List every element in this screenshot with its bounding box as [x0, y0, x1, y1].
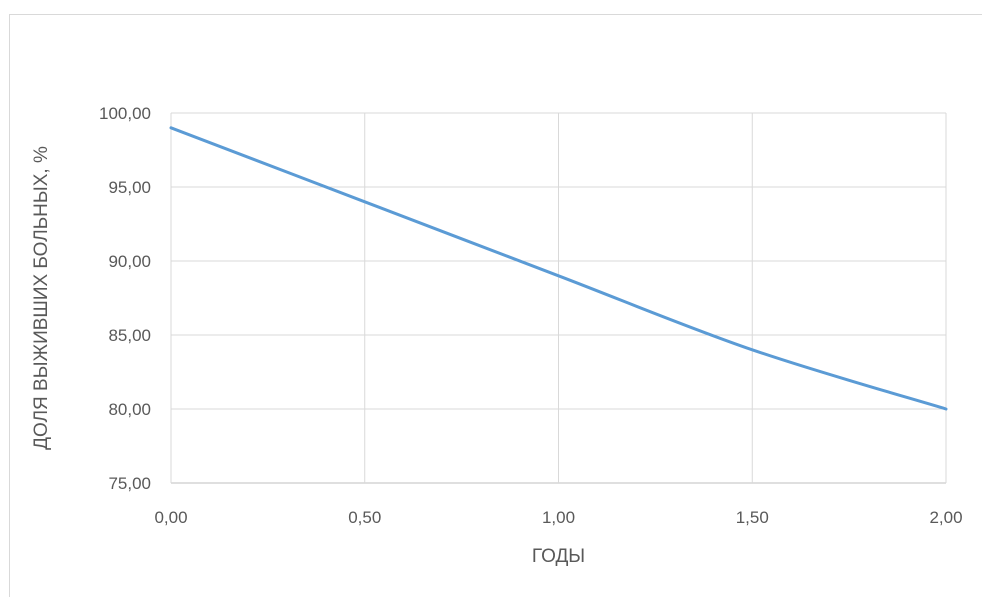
grid: [170, 112, 947, 484]
x-tick-label: 0,00: [154, 508, 187, 527]
y-tick-label: 85,00: [108, 326, 151, 345]
y-tick-label: 90,00: [108, 252, 151, 271]
series-group: [169, 126, 948, 411]
series-line: [169, 126, 948, 411]
y-tick-label: 100,00: [99, 104, 151, 123]
y-tick-label: 75,00: [108, 474, 151, 493]
x-axis-ticks: 0,00 0,50 1,00 1,50 2,00: [154, 508, 962, 527]
x-tick-label: 2,00: [929, 508, 962, 527]
x-tick-label: 1,50: [736, 508, 769, 527]
x-axis-title: ГОДЫ: [532, 546, 585, 567]
y-axis-title: ДОЛЯ ВЫЖИВШИХ БОЛЬНЫХ, %: [31, 146, 52, 450]
x-tick-label: 0,50: [348, 508, 381, 527]
y-axis-ticks: 75,00 80,00 85,00 90,00 95,00 100,00: [99, 104, 151, 493]
y-tick-label: 80,00: [108, 400, 151, 419]
chart-frame: [9, 14, 982, 597]
x-tick-label: 1,00: [542, 508, 575, 527]
y-tick-label: 95,00: [108, 178, 151, 197]
